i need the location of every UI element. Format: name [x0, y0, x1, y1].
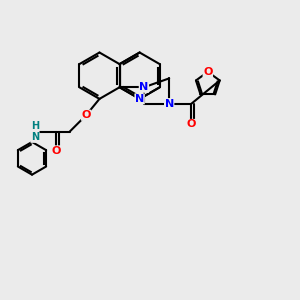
- Text: N: N: [165, 99, 174, 109]
- Text: H
N: H N: [31, 121, 39, 142]
- Text: O: O: [81, 110, 91, 120]
- Text: O: O: [52, 146, 61, 156]
- Text: O: O: [187, 119, 196, 129]
- Text: N: N: [139, 82, 148, 92]
- Text: N: N: [135, 94, 144, 104]
- Text: O: O: [203, 67, 212, 77]
